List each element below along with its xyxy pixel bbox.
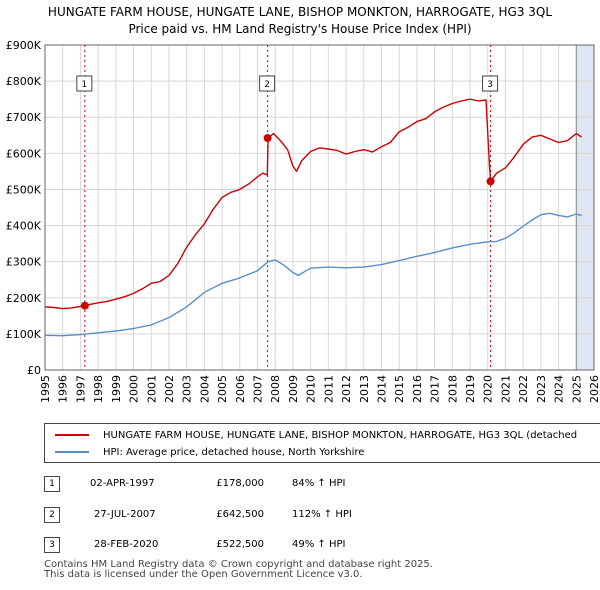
x-tick-label: 1998 [92, 375, 105, 403]
sale-hpi-change: 112% ↑ HPI [292, 509, 352, 520]
y-tick-label: £200K [6, 292, 42, 305]
x-tick-label: 2021 [499, 375, 512, 403]
price-chart: £0 £100K £200K £300K £400K £500K £600K £700K £80… [6, 39, 600, 403]
sale-point [80, 301, 89, 310]
x-tick-label: 2017 [429, 375, 442, 403]
sale-point [486, 177, 495, 186]
sale-number-badge: 3 [44, 537, 60, 553]
x-tick-label: 2007 [252, 375, 265, 403]
y-tick-label: £500K [6, 183, 42, 196]
y-tick-label: £800K [6, 75, 42, 88]
y-tick-label: £900K [6, 39, 42, 52]
sale-marker-label: 1 [81, 80, 87, 90]
x-tick-label: 1995 [39, 375, 52, 403]
x-tick-label: 2018 [446, 375, 459, 403]
plot-border [44, 44, 595, 371]
footer-line1: Contains HM Land Registry data © Crown c… [44, 559, 433, 570]
legend-item-hpi: HPI: Average price, detached house, Nort… [55, 444, 364, 460]
x-tick-label: 2014 [375, 375, 388, 403]
y-tick-label: £700K [6, 111, 42, 124]
footer-line2: This data is licensed under the Open Gov… [44, 569, 363, 580]
x-tick-label: 2002 [163, 375, 176, 403]
y-tick-label: £300K [6, 256, 42, 269]
x-tick-label: 2015 [393, 375, 406, 403]
sale-marker-label: 3 [487, 80, 493, 90]
property-price-line [44, 98, 582, 310]
sale-number-badge: 1 [44, 476, 60, 492]
footer-attribution: Contains HM Land Registry data © Crown c… [44, 560, 433, 580]
sale-hpi-change: 84% ↑ HPI [292, 478, 346, 489]
sale-date: 27-JUL-2007 [94, 509, 156, 520]
x-tick-label: 2001 [145, 375, 158, 403]
x-tick-label: 2024 [553, 375, 566, 403]
x-tick-label: 2016 [411, 375, 424, 403]
future-shade [576, 45, 594, 370]
chart-title-line1: HUNGATE FARM HOUSE, HUNGATE LANE, BISHOP… [47, 5, 553, 19]
x-tick-label: 2010 [305, 375, 318, 403]
x-tick-label: 2009 [287, 375, 300, 403]
sale-marker-label: 2 [264, 80, 270, 90]
x-tick-label: 2004 [198, 375, 211, 403]
x-tick-label: 2000 [128, 375, 141, 403]
x-tick-label: 1996 [57, 375, 70, 403]
x-tick-label: 2020 [482, 375, 495, 403]
chart-legend: HUNGATE FARM HOUSE, HUNGATE LANE, BISHOP… [44, 423, 600, 463]
legend-label-property: HUNGATE FARM HOUSE, HUNGATE LANE, BISHOP… [103, 429, 578, 441]
x-tick-label: 2005 [216, 375, 229, 403]
sale-price: £642,500 [216, 509, 264, 520]
y-tick-label: £100K [6, 328, 42, 341]
chart-title: HUNGATE FARM HOUSE, HUNGATE LANE, BISHOP… [0, 4, 600, 38]
x-tick-label: 2003 [181, 375, 194, 403]
x-tick-label: 2026 [588, 375, 600, 403]
y-tick-label: £600K [6, 147, 42, 160]
sale-row: 1 02-APR-1997 £178,000 84% ↑ HPI [44, 476, 464, 494]
x-tick-label: 2023 [535, 375, 548, 403]
legend-item-property: HUNGATE FARM HOUSE, HUNGATE LANE, BISHOP… [55, 427, 577, 443]
sale-price: £522,500 [216, 539, 264, 550]
y-tick-label: £0 [27, 364, 41, 377]
sale-marker-box [482, 75, 499, 92]
x-tick-label: 2019 [464, 375, 477, 403]
x-tick-label: 2013 [358, 375, 371, 403]
x-tick-label: 2022 [517, 375, 530, 403]
chart-title-line2: Price paid vs. HM Land Registry's House … [128, 22, 472, 36]
legend-line-property [55, 434, 89, 436]
x-tick-label: 2008 [269, 375, 282, 403]
sale-hpi-change: 49% ↑ HPI [292, 539, 346, 550]
x-tick-label: 1999 [110, 375, 123, 403]
sale-row: 2 27-JUL-2007 £642,500 112% ↑ HPI [44, 507, 464, 525]
hpi-line [44, 212, 582, 337]
sale-marker-box [259, 75, 276, 92]
legend-line-hpi [55, 451, 89, 453]
x-tick-label: 2011 [322, 375, 335, 403]
legend-label-hpi: HPI: Average price, detached house, Nort… [103, 446, 365, 458]
sale-price: £178,000 [216, 478, 264, 489]
x-tick-label: 2006 [234, 375, 247, 403]
sale-date: 28-FEB-2020 [94, 539, 159, 550]
x-tick-label: 2025 [570, 375, 583, 403]
sale-number-badge: 2 [44, 507, 60, 523]
sale-date: 02-APR-1997 [90, 478, 155, 489]
sale-marker-box [76, 75, 93, 92]
x-tick-label: 2012 [340, 375, 353, 403]
x-tick-label: 1997 [74, 375, 87, 403]
y-tick-label: £400K [6, 220, 42, 233]
sale-row: 3 28-FEB-2020 £522,500 49% ↑ HPI [44, 537, 464, 555]
sale-point [263, 133, 272, 142]
